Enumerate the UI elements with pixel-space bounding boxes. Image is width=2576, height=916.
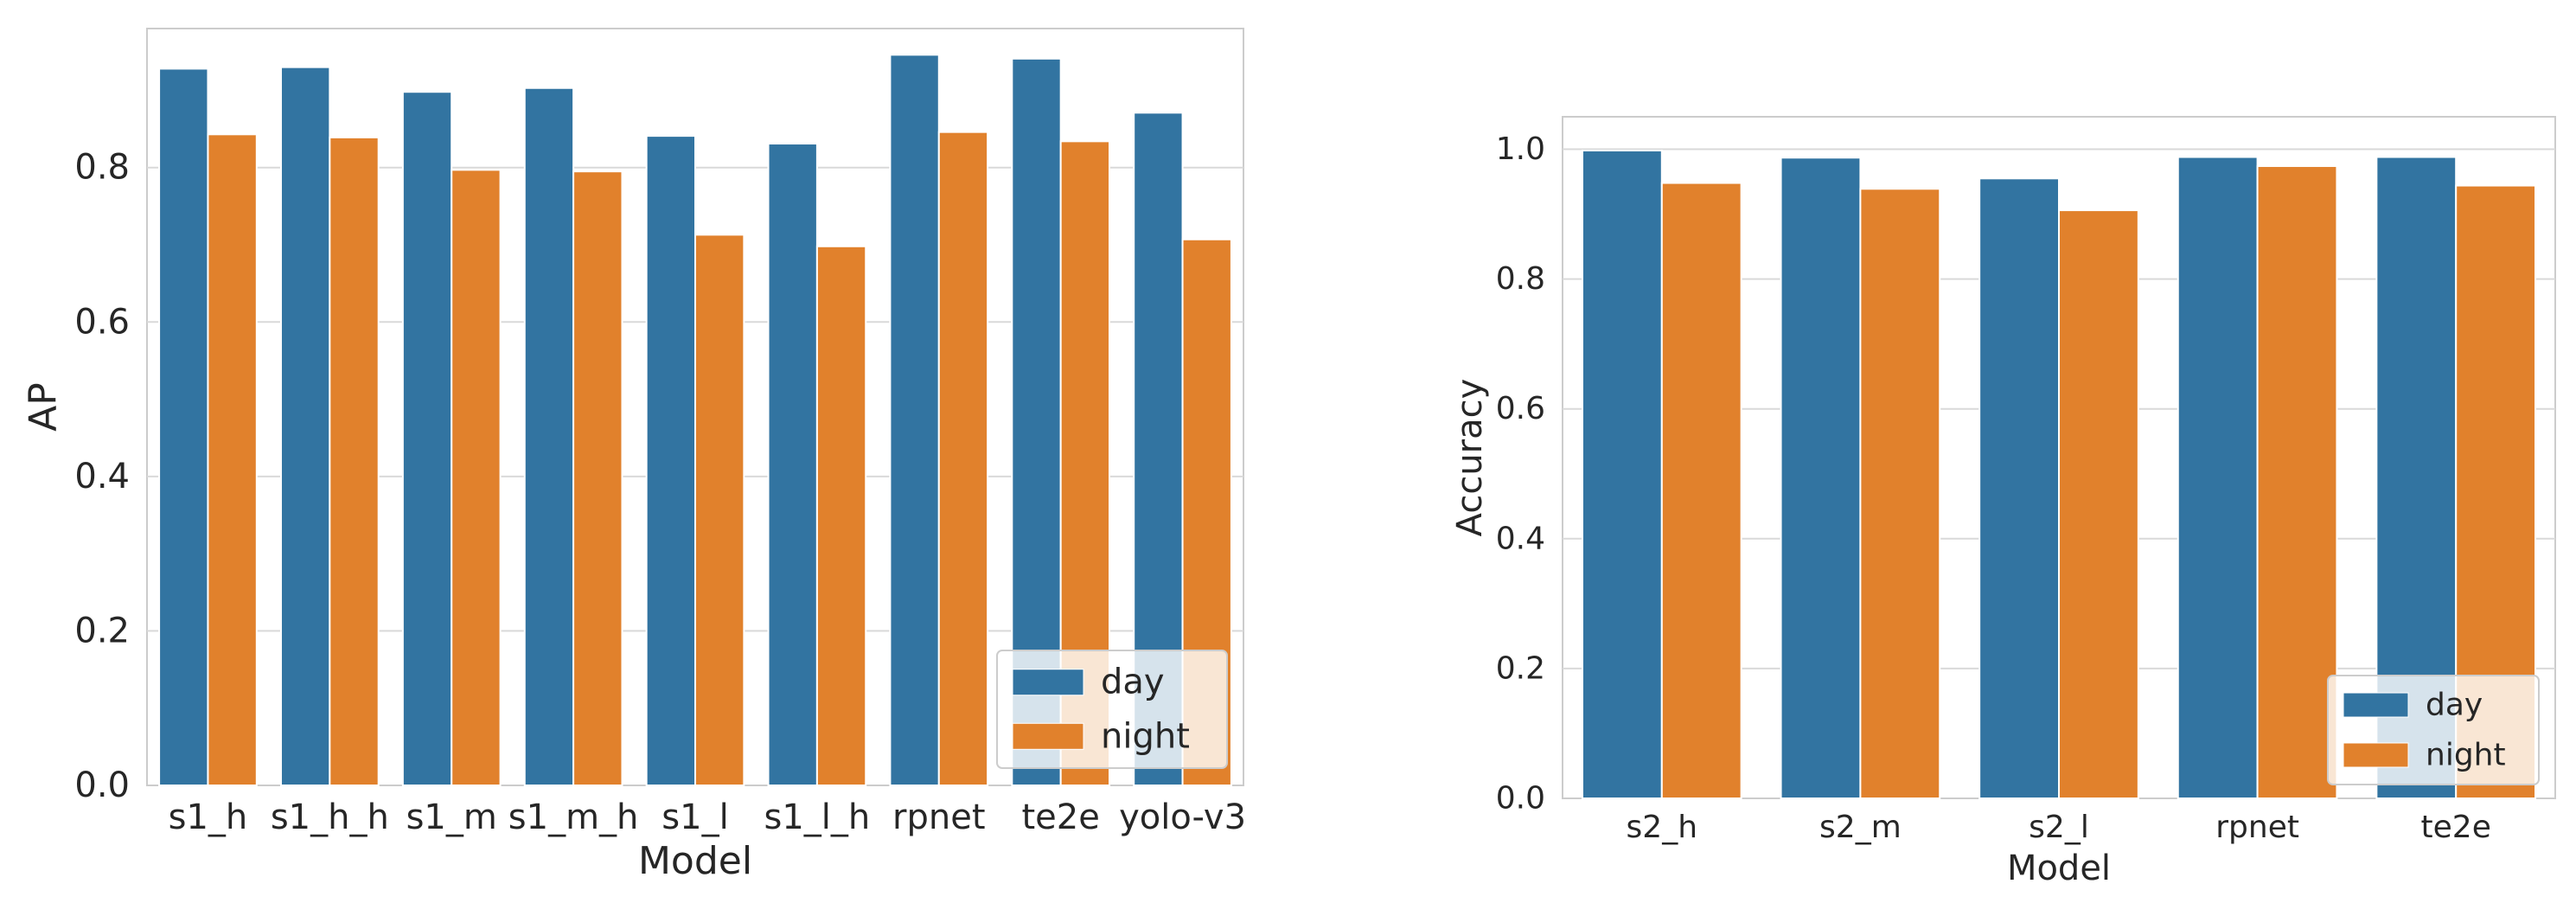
bar-day-s1_m_h (523, 86, 575, 786)
bar-night-s1_m_h (572, 170, 623, 786)
legend-swatch-day (2343, 692, 2409, 718)
bar-day-s2_h (1581, 150, 1663, 799)
x-tick-label: s1_m_h (508, 797, 639, 837)
legend-swatch-day (1012, 669, 1084, 696)
x-tick-label: rpnet (2215, 810, 2299, 845)
x-tick-label: s1_l (662, 797, 728, 837)
y-tick-label: 0.2 (74, 611, 130, 650)
y-tick-label: 0.4 (1496, 521, 1545, 556)
y-tick-label: 0.6 (1496, 391, 1545, 426)
x-tick-label: s2_h (1627, 810, 1697, 845)
y-tick-label: 0.0 (1496, 781, 1545, 817)
legend-label-day: day (2426, 688, 2483, 723)
bar-day-s1_h (158, 67, 209, 786)
legend-label-night: night (2426, 737, 2506, 772)
x-tick-label: te2e (1021, 797, 1099, 837)
y-tick-label: 0.8 (74, 148, 130, 188)
y-axis-label: AP (22, 382, 66, 432)
y-tick-label: 0.8 (1496, 261, 1545, 297)
bar-day-s2_m (1780, 157, 1862, 799)
bar-night-s1_l_h (815, 245, 867, 786)
x-tick-label: s1_l_h (764, 797, 871, 837)
legend: day night (996, 650, 1228, 769)
legend-swatch-night (2343, 742, 2409, 768)
x-axis-label: Model (2007, 849, 2111, 888)
x-tick-label: s2_m (1819, 810, 1902, 845)
bar-day-s1_h_h (279, 66, 331, 786)
bar-night-s2_h (1660, 182, 1742, 799)
y-tick-label: 1.0 (1496, 131, 1545, 167)
x-tick-label: yolo-v3 (1119, 797, 1246, 837)
legend-label-day: day (1101, 663, 1165, 702)
x-tick-label: rpnet (892, 797, 985, 837)
bar-night-rpnet (937, 131, 989, 786)
x-tick-label: te2e (2421, 810, 2491, 845)
y-tick-label: 0.4 (74, 457, 130, 496)
x-axis-label: Model (638, 839, 752, 883)
x-tick-label: s1_m (406, 797, 497, 837)
bar-night-rpnet (2256, 165, 2338, 799)
bar-day-rpnet (2176, 156, 2259, 799)
bar-day-s1_l_h (767, 143, 818, 787)
bar-night-s1_m (451, 169, 502, 786)
bar-night-s2_l (2058, 209, 2139, 800)
legend-label-night: night (1101, 716, 1190, 756)
bar-night-s1_h_h (329, 136, 380, 786)
x-tick-label: s2_l (2029, 810, 2089, 845)
bar-day-rpnet (889, 54, 940, 787)
y-axis-label: Accuracy (1450, 379, 1490, 537)
x-tick-label: s1_h (169, 797, 248, 837)
bar-day-s1_l (645, 135, 697, 787)
chart-1: 0.0 0.2 0.4 0.6 0.8 s1_h s1_h_h s1_m s1_m_h s1_l s… (22, 28, 1246, 883)
bar-day-s2_l (1978, 177, 2060, 800)
legend-swatch-night (1012, 722, 1084, 750)
bar-day-s1_m (401, 91, 453, 786)
bar-night-s1_h (207, 133, 258, 787)
y-tick-label: 0.0 (74, 765, 130, 805)
legend: day night (2327, 675, 2540, 785)
y-tick-label: 0.6 (74, 302, 130, 342)
y-tick-label: 0.2 (1496, 650, 1545, 686)
chart-2: 0.0 0.2 0.4 0.6 0.8 1.0 s2_h s2_m s2_l rpnet te2e M… (1450, 116, 2556, 888)
bar-night-s1_l (694, 234, 745, 786)
x-tick-label: s1_h_h (271, 797, 389, 837)
bar-night-s2_m (1859, 188, 1941, 799)
